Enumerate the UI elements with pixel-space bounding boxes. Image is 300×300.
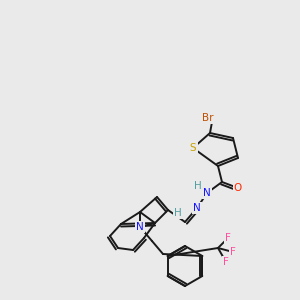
Text: H: H [194, 181, 202, 191]
Text: S: S [190, 143, 196, 153]
Text: O: O [234, 183, 242, 193]
Text: F: F [230, 247, 236, 257]
Text: Br: Br [202, 113, 214, 123]
Text: N: N [193, 203, 201, 213]
Text: N: N [203, 188, 211, 198]
Text: F: F [223, 257, 229, 267]
Text: H: H [174, 208, 182, 218]
Text: N: N [136, 222, 144, 232]
Text: F: F [225, 233, 231, 243]
